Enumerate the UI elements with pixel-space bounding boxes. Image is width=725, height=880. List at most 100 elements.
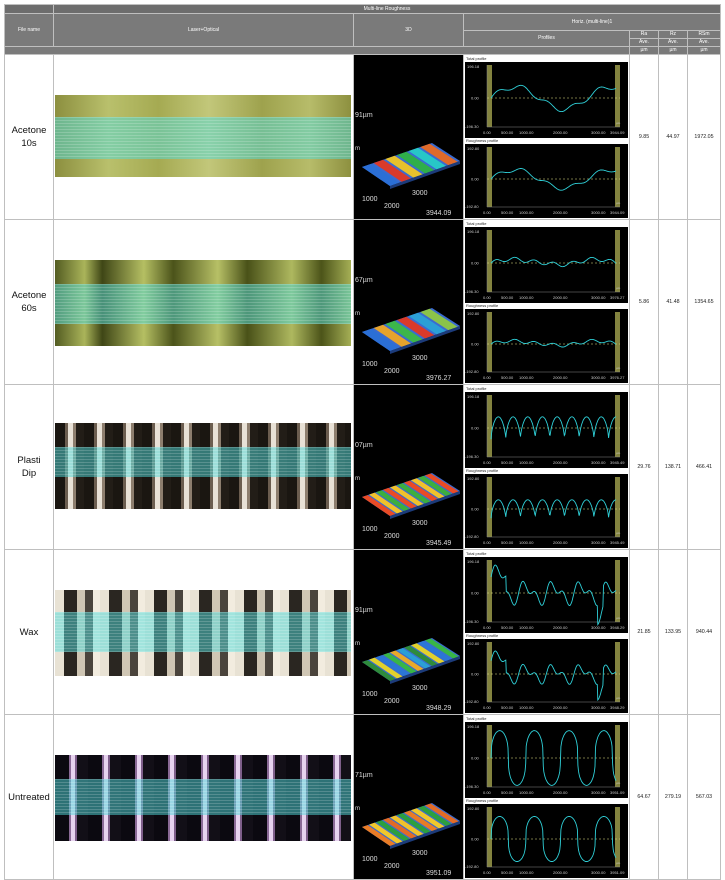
x-tick-label: 3000.00	[591, 705, 606, 710]
y-mid-label: 0.00	[471, 756, 480, 761]
x-end-label: 3951.09	[610, 870, 625, 875]
ra-unit: µm	[629, 46, 659, 55]
3d-surface-view: 71µm m 1000 2000 3000 3951.09	[355, 772, 460, 877]
roughness-profile-title: Roughness profile	[466, 633, 499, 638]
y-mid-label: 0.00	[471, 261, 480, 266]
x-tick-label: 1000.00	[519, 705, 534, 710]
y-top-label: 196.18	[467, 229, 480, 234]
surface-band	[373, 324, 411, 347]
table-row: Acetone 10s 91µm m 1000 2000 3000 3944.0…	[4, 54, 721, 220]
axis-1000-label: 1000	[362, 196, 378, 203]
length-label: 3944.09	[426, 210, 451, 217]
total-profile-title: Total profile	[466, 551, 487, 556]
rsm-ave-header: Ave.	[687, 38, 721, 47]
file-name-cell: Untreated	[4, 714, 54, 880]
length-label: 3945.49	[426, 540, 451, 547]
file-name-cell: Acetone 10s	[4, 54, 54, 220]
measurement-lines-overlay	[55, 284, 351, 324]
y-bottom-label: -192.80	[465, 699, 479, 704]
roughness-profile-plot: 192.80 0.00 -192.80 0.00 500.00 1000.00 200…	[465, 144, 628, 218]
table-row: Acetone 60s 67µm m 1000 2000 3000 3976.2…	[4, 219, 721, 385]
y-bottom-label: -196.30	[465, 784, 479, 789]
x-tick-label: 3000.00	[591, 130, 606, 135]
laser-optical-header: Laser+Optical	[53, 13, 354, 47]
surface-band	[425, 638, 459, 659]
x-tick-label: 0.00	[483, 705, 492, 710]
file-name-line2: 10s	[21, 138, 37, 149]
surface-band	[376, 490, 410, 511]
group-title: Multi-line Roughness	[53, 4, 721, 14]
rz-value: 138.71	[658, 384, 688, 550]
x-tick-label: 500.00	[501, 375, 514, 380]
unit-label: µm	[616, 696, 621, 700]
surface-band	[404, 480, 438, 501]
x-tick-label: 2000.00	[553, 460, 568, 465]
x-tick-label: 3000.00	[591, 295, 606, 300]
z-range-label: 91µm	[355, 112, 373, 119]
y-bottom-label: -192.80	[465, 204, 479, 209]
rz-value: 44.97	[658, 54, 688, 220]
surface-band	[408, 147, 446, 170]
surface-band	[420, 143, 458, 166]
profiles-cell: Total profile 196.18 0.00 -196.30 0.00 50…	[463, 714, 630, 880]
total-profile-title: Total profile	[466, 221, 487, 226]
x-end-label: 3944.09	[610, 210, 625, 215]
surface-band	[369, 657, 403, 679]
y-top-label: 192.80	[467, 641, 480, 646]
surface-band	[376, 820, 410, 841]
total-profile-title: Total profile	[466, 386, 487, 391]
svg-text:m: m	[355, 146, 360, 152]
rsm-value: 1354.65	[687, 219, 721, 385]
rsm-unit: µm	[687, 46, 721, 55]
y-top-label: 192.80	[467, 146, 480, 151]
surface-band	[362, 660, 396, 681]
measurement-lines-overlay	[55, 779, 351, 815]
x-tick-label: 2000.00	[553, 540, 568, 545]
axis-1000-label: 1000	[362, 856, 378, 863]
z-range-label: 71µm	[355, 772, 373, 779]
length-label: 3948.29	[426, 705, 451, 712]
x-tick-label: 2000.00	[553, 130, 568, 135]
measurement-lines-overlay	[55, 117, 351, 159]
x-tick-label: 0.00	[483, 625, 492, 630]
x-tick-label: 500.00	[501, 210, 514, 215]
total-profile-plot: 196.18 0.00 -196.30 0.00 500.00 1000.00 200…	[465, 557, 628, 633]
y-mid-label: 0.00	[471, 837, 480, 842]
y-bottom-label: -192.80	[465, 864, 479, 869]
surface-band	[390, 485, 424, 506]
axis-2000-label: 2000	[384, 203, 400, 210]
surface-band	[411, 808, 445, 829]
profiles-cell: Total profile 196.18 0.00 -196.30 0.00 50…	[463, 54, 630, 220]
laser-optical-image	[55, 755, 351, 841]
file-name-line2: 60s	[21, 303, 37, 314]
surface-band	[404, 645, 438, 666]
x-tick-label: 500.00	[501, 540, 514, 545]
axis-3000-label: 3000	[412, 520, 428, 527]
axis-3000-label: 3000	[412, 850, 428, 857]
ra-value: 29.76	[629, 384, 659, 550]
x-tick-label: 1000.00	[519, 790, 534, 795]
ra-value: 9.85	[629, 54, 659, 220]
surface-band	[385, 320, 423, 343]
rsm-value: 466.41	[687, 384, 721, 550]
y-mid-label: 0.00	[471, 507, 480, 512]
roughness-profile-plot: 192.80 0.00 -192.80 0.00 500.00 1000.00 200…	[465, 804, 628, 878]
y-top-label: 192.80	[467, 806, 480, 811]
total-profile-plot: 196.18 0.00 -196.30 0.00 500.00 1000.00 200…	[465, 722, 628, 798]
y-top-label: 192.80	[467, 476, 480, 481]
surface-band	[418, 805, 452, 826]
x-tick-label: 0.00	[483, 790, 492, 795]
x-tick-label: 500.00	[501, 295, 514, 300]
x-tick-label: 500.00	[501, 870, 514, 875]
threed-cell: 91µm m 1000 2000 3000 3944.09	[353, 54, 464, 220]
x-tick-label: 1000.00	[519, 870, 534, 875]
axis-3000-label: 3000	[412, 685, 428, 692]
y-bottom-label: -196.30	[465, 454, 479, 459]
3d-surface-view: 91µm m 1000 2000 3000 3944.09	[355, 112, 460, 217]
y-bottom-label: -192.80	[465, 534, 479, 539]
svg-text:m: m	[355, 311, 360, 317]
total-profile-title: Total profile	[466, 716, 487, 721]
axis-2000-label: 2000	[384, 863, 400, 870]
unit-label: µm	[616, 861, 621, 865]
profiles-cell: Total profile 196.18 0.00 -196.30 0.00 50…	[463, 384, 630, 550]
